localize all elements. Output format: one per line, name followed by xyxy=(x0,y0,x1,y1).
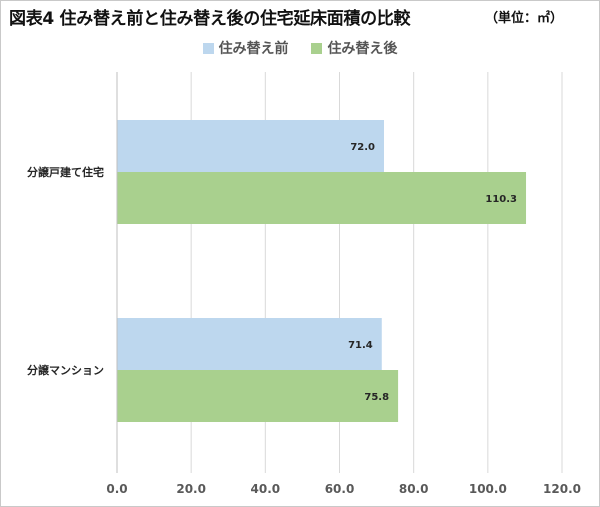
legend-swatch-after xyxy=(311,42,323,54)
bar-before xyxy=(117,318,382,370)
bar-after xyxy=(117,172,527,224)
legend-swatch-before xyxy=(202,42,214,54)
legend: 住み替え前 住み替え後 xyxy=(0,38,600,58)
x-tick-label: 20.0 xyxy=(176,482,206,496)
x-tick-label: 40.0 xyxy=(251,482,281,496)
data-label: 75.8 xyxy=(364,392,389,403)
x-tick-label: 100.0 xyxy=(469,482,507,496)
legend-item-before: 住み替え前 xyxy=(202,38,289,58)
data-label: 72.0 xyxy=(350,142,375,153)
chart-title: 図表4 住み替え前と住み替え後の住宅延床面積の比較 xyxy=(9,9,411,29)
data-label: 110.3 xyxy=(485,194,517,205)
bar-before xyxy=(117,120,384,172)
legend-label-before: 住み替え前 xyxy=(218,41,289,57)
bar-after xyxy=(117,370,399,422)
unit-label: （単位：㎡） xyxy=(485,11,564,26)
x-tick-label: 120.0 xyxy=(543,482,581,496)
legend-item-after: 住み替え後 xyxy=(311,38,397,58)
category-label: 分譲戸建て住宅 xyxy=(27,165,104,179)
x-tick-label: 80.0 xyxy=(399,482,429,496)
x-tick-label: 60.0 xyxy=(325,482,355,496)
legend-label-after: 住み替え後 xyxy=(327,41,398,57)
x-tick-label: 0.0 xyxy=(106,482,127,496)
category-label: 分譲マンション xyxy=(27,363,104,377)
data-label: 71.4 xyxy=(348,340,373,351)
